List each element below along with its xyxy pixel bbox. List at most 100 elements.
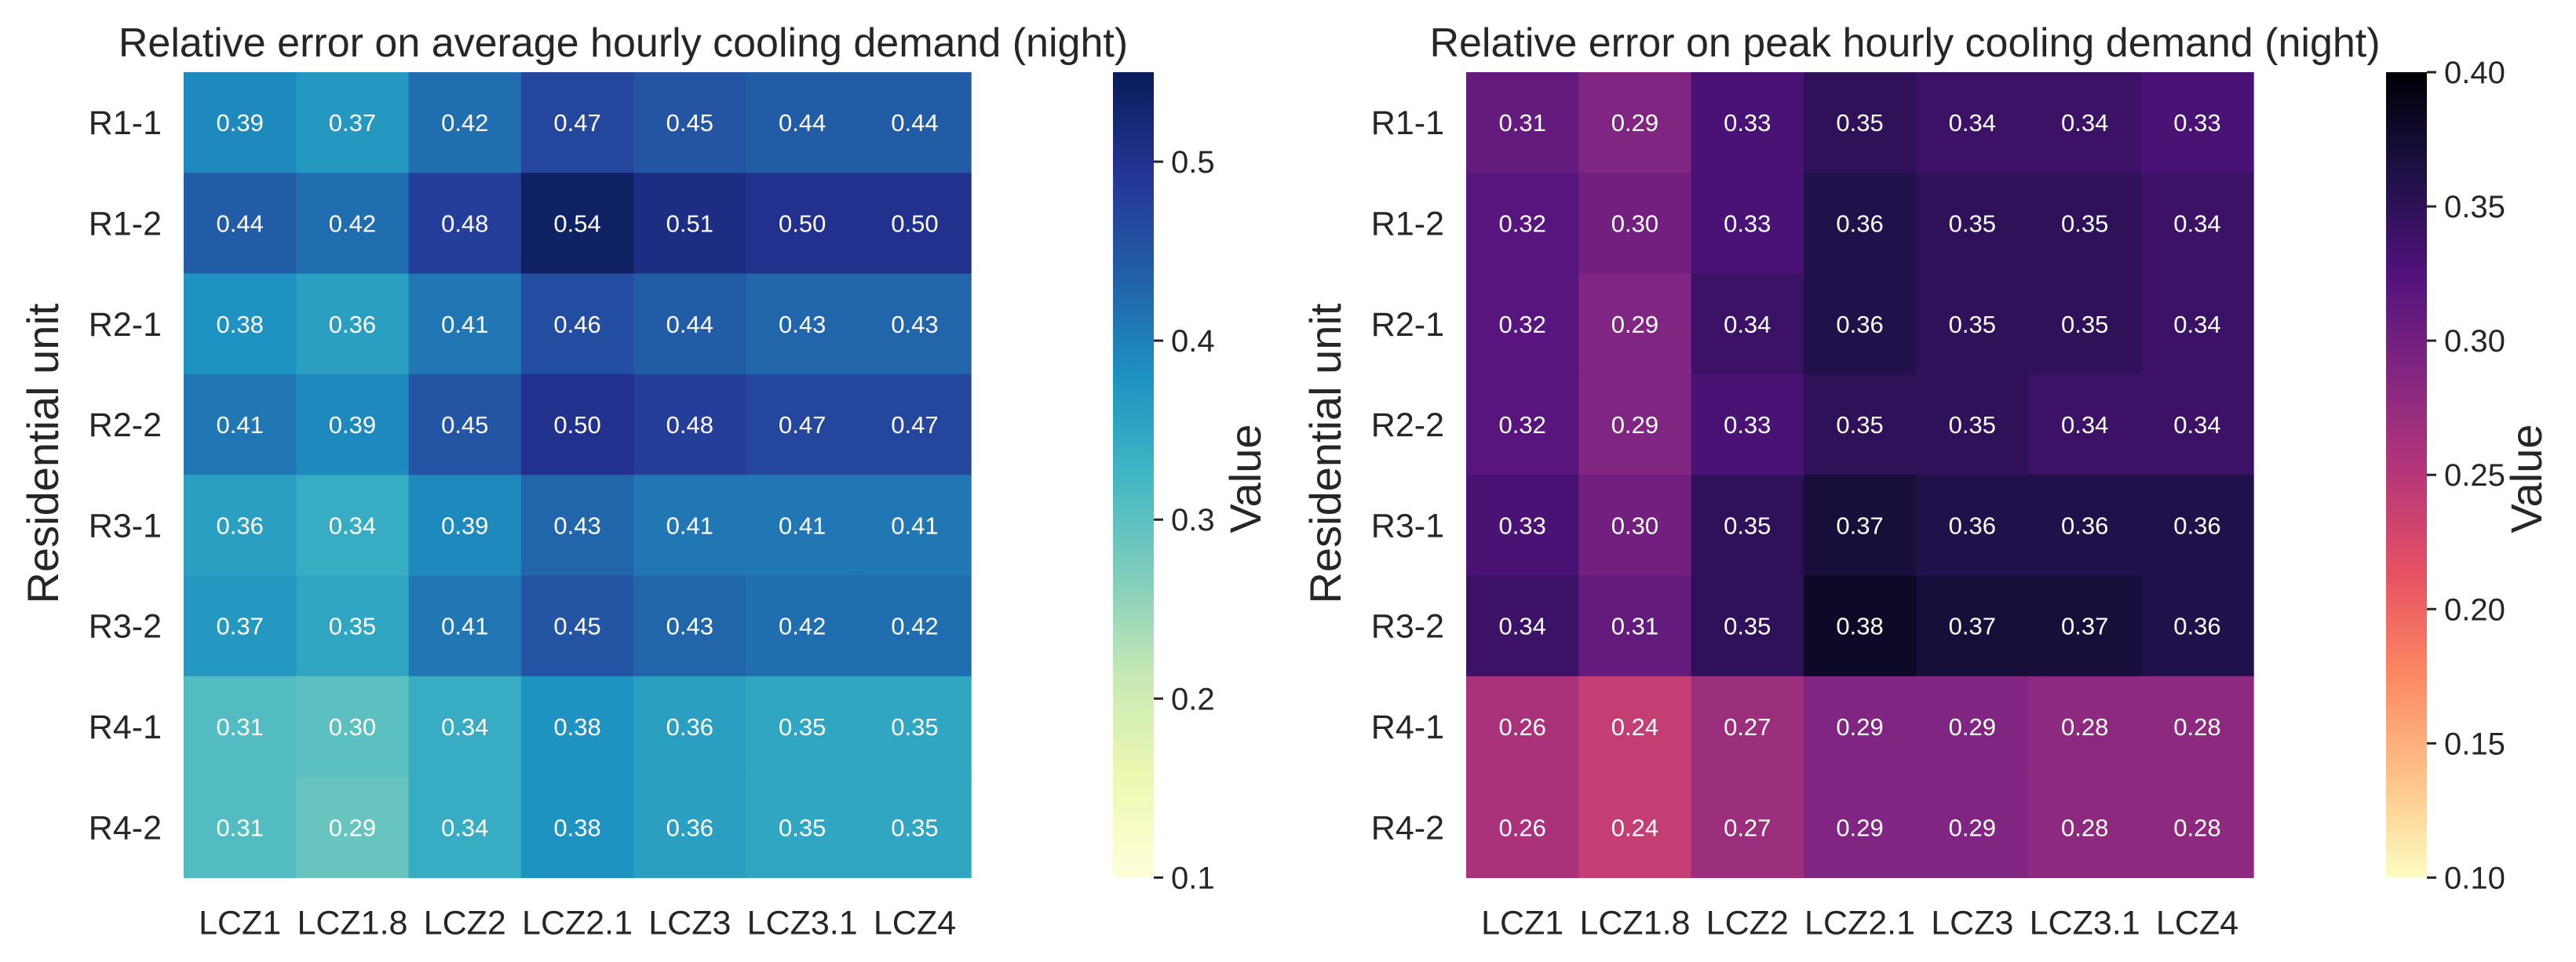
heatmap-cell: 0.38	[1803, 575, 1917, 677]
cell-value-label: 0.36	[666, 713, 713, 741]
heatmap-cell: 0.45	[408, 374, 522, 476]
heatmap-cell: 0.35	[2028, 173, 2142, 275]
cell-value-label: 0.42	[891, 613, 938, 640]
heatmap-cell: 0.36	[633, 676, 747, 778]
heatmap-cell-rect	[1466, 173, 1579, 275]
cell-value-label: 0.34	[441, 713, 488, 741]
y-tick-label: R3-1	[1371, 507, 1444, 545]
colorbar: 0.10 0.15 0.20 0.25 0.30 0.35 0.40	[2386, 56, 2505, 895]
heatmap-cell: 0.31	[1466, 72, 1579, 173]
heatmap-cell: 0.34	[2028, 72, 2142, 173]
heatmap-cell-rect	[746, 777, 859, 878]
heatmap-cell-rect	[184, 777, 297, 878]
heatmap-cell-rect	[184, 676, 297, 778]
heatmap-cell-rect	[1916, 374, 2030, 476]
heatmap-cell: 0.35	[746, 676, 859, 778]
heatmap-cell-rect	[858, 575, 972, 677]
colorbar-tick-label: 0.3	[1171, 503, 1215, 537]
heatmap-cell-rect	[1578, 173, 1692, 275]
cell-value-label: 0.45	[666, 109, 713, 137]
heatmap-cell: 0.35	[1916, 374, 2030, 476]
x-tick-label: LCZ3	[648, 904, 731, 942]
heatmap-cell-rect	[1466, 676, 1579, 778]
heatmap-cell: 0.36	[184, 475, 297, 577]
colorbar-tick-label: 0.20	[2444, 592, 2505, 627]
heatmap-cell-rect	[633, 72, 747, 173]
heatmap-cell-rect	[1466, 273, 1579, 375]
cell-value-label: 0.33	[1498, 512, 1545, 539]
heatmap-cell: 0.36	[2140, 475, 2254, 577]
heatmap-cell: 0.35	[1803, 374, 1917, 476]
heatmap-cell: 0.28	[2028, 676, 2142, 778]
cell-value-label: 0.35	[891, 713, 938, 741]
heatmap-cell-rect	[2028, 72, 2142, 173]
heatmap-cell: 0.44	[633, 273, 747, 375]
y-tick-label: R2-2	[89, 406, 162, 444]
heatmap-cell: 0.43	[858, 273, 972, 375]
colorbar-tick-label: 0.1	[1171, 861, 1215, 895]
heatmap-cell: 0.37	[296, 72, 410, 173]
x-tick-labels: LCZ1 LCZ1.8 LCZ2 LCZ2.1 LCZ3 LCZ3.1 LCZ4	[199, 904, 956, 942]
heatmap-cell: 0.33	[1691, 374, 1804, 476]
x-tick-label: LCZ2	[1706, 904, 1789, 942]
heatmap-cell-rect	[1691, 575, 1804, 677]
heatmap-cell-rect	[1803, 173, 1917, 275]
cell-value-label: 0.38	[553, 713, 600, 741]
heatmap-cell: 0.45	[633, 72, 747, 173]
y-tick-label: R2-1	[89, 306, 162, 344]
cell-value-label: 0.32	[1498, 210, 1545, 237]
heatmap-cell: 0.44	[858, 72, 972, 173]
heatmap-cell-rect	[408, 273, 522, 375]
cell-value-label: 0.41	[441, 311, 488, 338]
heatmap-cell-rect	[1916, 676, 2030, 778]
heatmap-cell-rect	[408, 676, 522, 778]
cell-value-label: 0.35	[329, 613, 376, 640]
heatmap-cell: 0.36	[1916, 475, 2030, 577]
heatmap-cell-rect	[746, 273, 859, 375]
cell-value-label: 0.35	[1949, 411, 1996, 439]
cell-value-label: 0.31	[216, 713, 263, 741]
heatmap-cell-rect	[633, 777, 747, 878]
cell-value-label: 0.50	[779, 210, 826, 237]
heatmap-cell-rect	[858, 173, 972, 275]
cell-value-label: 0.28	[2061, 713, 2108, 741]
heatmap-cell-rect	[184, 575, 297, 677]
cell-value-label: 0.29	[1949, 814, 1996, 841]
cell-value-label: 0.29	[1611, 109, 1658, 137]
heatmap-cell: 0.33	[1466, 475, 1579, 577]
heatmap-cell: 0.43	[633, 575, 747, 677]
heatmap-cell-rect	[1466, 475, 1579, 577]
cell-value-label: 0.35	[779, 713, 826, 741]
heatmap-cell-rect	[296, 374, 410, 476]
heatmap-cell-rect	[520, 475, 634, 577]
cell-value-label: 0.45	[441, 411, 488, 439]
heatmap-cell-rect	[1803, 374, 1917, 476]
cell-value-label: 0.35	[1949, 210, 1996, 237]
heatmap-cell-rect	[296, 273, 410, 375]
heatmap-cell: 0.30	[1578, 475, 1692, 577]
heatmap-cell-rect	[1691, 475, 1804, 577]
heatmap-cell: 0.38	[520, 676, 634, 778]
cell-value-label: 0.42	[441, 109, 488, 137]
chart-title: Relative error on peak hourly cooling de…	[1429, 20, 2380, 66]
heatmap-cell-rect	[633, 575, 747, 677]
heatmap-cell-rect	[184, 475, 297, 577]
cell-value-label: 0.54	[553, 210, 600, 237]
cell-value-label: 0.34	[441, 814, 488, 841]
cell-value-label: 0.36	[666, 814, 713, 841]
cell-value-label: 0.37	[216, 613, 263, 640]
y-tick-label: R3-2	[89, 608, 162, 646]
heatmap-cell: 0.35	[1803, 72, 1917, 173]
cell-value-label: 0.29	[1611, 411, 1658, 439]
cell-value-label: 0.51	[666, 210, 713, 237]
cell-value-label: 0.35	[1949, 311, 1996, 338]
cell-value-label: 0.29	[329, 814, 376, 841]
cell-value-label: 0.33	[1724, 109, 1771, 137]
heatmap-cell: 0.36	[296, 273, 410, 375]
heatmap-cell: 0.36	[1803, 273, 1917, 375]
y-tick-label: R2-1	[1371, 306, 1444, 344]
cell-value-label: 0.33	[1724, 411, 1771, 439]
heatmap-cell-rect	[1578, 72, 1692, 173]
colorbar-tick-label: 0.4	[1171, 324, 1215, 359]
